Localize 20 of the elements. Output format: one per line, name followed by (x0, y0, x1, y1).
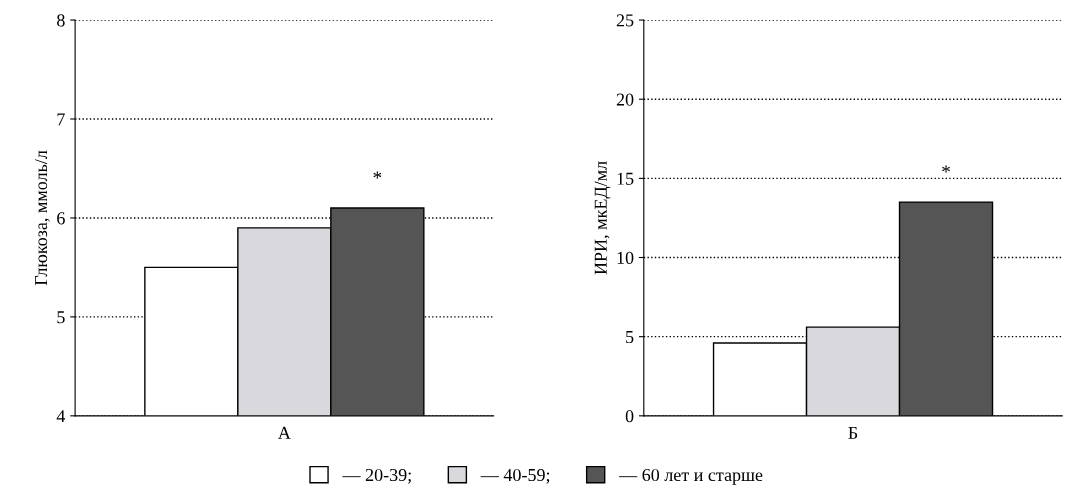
y-tick-label: 4 (56, 410, 66, 423)
annotation: * (373, 171, 382, 179)
y-tick-label: 8 (57, 14, 65, 27)
y-tick-label: 10 (617, 251, 634, 264)
legend-label: — 40-59; (480, 468, 550, 484)
y-tick-label: 20 (616, 93, 634, 106)
legend-label: — 20-39; (342, 468, 411, 484)
x-axis-title: А (278, 426, 291, 439)
y-tick-label: 5 (57, 311, 65, 324)
y-axis-title: ИРИ, мкЕД/мл (594, 161, 611, 275)
legend-label: — 60 лет и старше (619, 468, 763, 485)
x-axis-title: Б (848, 426, 858, 439)
y-tick-label: 0 (625, 410, 634, 423)
annotation: * (942, 165, 950, 173)
y-tick-label: 15 (617, 172, 634, 185)
y-tick-label: 5 (626, 331, 634, 344)
y-tick-label: 25 (616, 14, 634, 27)
y-tick-label: 6 (57, 212, 65, 225)
y-tick-label: 7 (57, 113, 65, 126)
y-axis-title: Глюкоза, ммоль/л (35, 150, 50, 286)
